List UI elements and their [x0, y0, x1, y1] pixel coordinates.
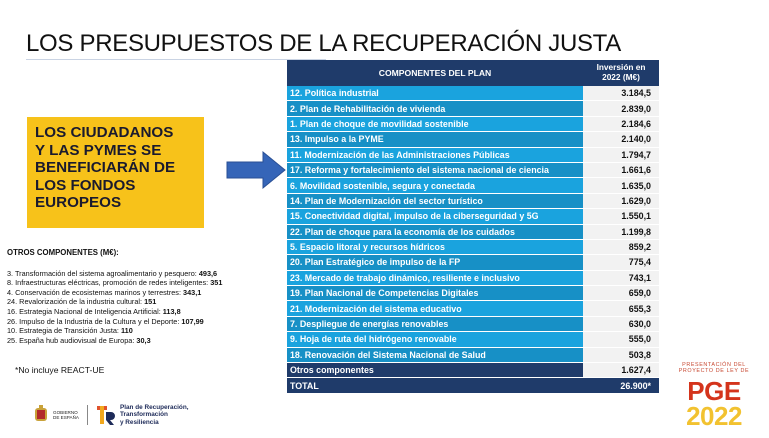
- callout-line: LOS FONDOS: [35, 176, 136, 194]
- table-row: 14. Plan de Modernización del sector tur…: [287, 193, 659, 210]
- column-header-investment: Inversión en 2022 (M€): [583, 60, 659, 86]
- table-row: 15. Conectividad digital, impulso de la …: [287, 208, 659, 225]
- coat-of-arms-icon: [35, 405, 47, 422]
- table-row: 13. Impulso a la PYME 2.140,0: [287, 131, 659, 148]
- table-row: 19. Plan Nacional de Competencias Digita…: [287, 285, 659, 302]
- table-row: 2. Plan de Rehabilitación de vivienda 2.8…: [287, 100, 659, 117]
- other-component-item: 16. Estrategia Nacional de Inteligencia …: [7, 306, 181, 316]
- plan-components-table: COMPONENTES DEL PLAN Inversión en 2022 (…: [287, 60, 659, 394]
- other-component-item: 4. Conservación de ecosistemas marinos y…: [7, 287, 202, 297]
- table-row: 21. Modernización del sistema educativo 6…: [287, 300, 659, 317]
- column-header-components: COMPONENTES DEL PLAN: [287, 60, 583, 86]
- table-row: 1. Plan de choque de movilidad sostenibl…: [287, 116, 659, 133]
- callout-box: LOS CIUDADANOS Y LAS PYMES SE BENEFICIAR…: [27, 117, 204, 228]
- pge-logo: PRESENTACIÓN DEL PROYECTO DE LEY DE PGE …: [671, 362, 757, 432]
- table-row: 22. Plan de choque para la economía de l…: [287, 224, 659, 240]
- table-row: 7. Despliegue de energías renovables 630,…: [287, 316, 659, 333]
- table-row: 9. Hoja de ruta del hidrógeno renovable 5…: [287, 331, 659, 348]
- government-label: GOBIERNO DE ESPAÑA: [53, 409, 79, 421]
- table-row: 20. Plan Estratégico de impulso de la FP…: [287, 254, 659, 271]
- footer-divider: [86, 405, 88, 426]
- table-row: 11. Modernización de las Administracione…: [287, 147, 659, 163]
- page-title: LOS PRESUPUESTOS DE LA RECUPERACIÓN JUST…: [26, 30, 621, 57]
- table-row: 12. Política industrial 3.184,5: [287, 86, 659, 102]
- table-row: 23. Mercado de trabajo dinámico, resilie…: [287, 270, 659, 287]
- other-component-item: 8. Infraestructuras eléctricas, promoció…: [7, 278, 223, 288]
- recovery-plan-icon: [96, 406, 115, 426]
- table-row-others: Otros componentes 1.627,4: [287, 362, 659, 379]
- callout-line: BENEFICIARÁN DE: [35, 159, 176, 177]
- pge-year: 2022: [686, 401, 742, 432]
- other-component-item: 10. Estrategia de Transición Justa: 110: [7, 326, 133, 336]
- other-component-item: 24. Revalorización de la industria cultu…: [7, 297, 157, 307]
- footnote: *No incluye REACT-UE: [15, 365, 105, 375]
- pge-word: PGE: [687, 376, 741, 407]
- table-row-total: TOTAL 26.900*: [287, 377, 659, 394]
- callout-line: LOS CIUDADANOS: [35, 124, 174, 141]
- footer-logos: GOBIERNO DE ESPAÑA Plan de Recuperación,…: [33, 404, 189, 426]
- arrow-right-icon: [226, 150, 286, 190]
- other-components: OTROS COMPONENTES (M€): 3. Transformació…: [7, 248, 277, 345]
- other-components-title: OTROS COMPONENTES (M€):: [7, 248, 119, 257]
- table-row: 6. Movilidad sostenible, segura y conect…: [287, 177, 659, 194]
- title-divider: [26, 59, 326, 60]
- recovery-plan-logo: Plan de Recuperación, Transformación y R…: [96, 404, 189, 426]
- other-component-item: 26. Impulso de la Industria de la Cultur…: [7, 316, 204, 326]
- pge-caption: PRESENTACIÓN DEL PROYECTO DE LEY DE: [678, 362, 750, 375]
- table-row: 17. Reforma y fortalecimiento del sistem…: [287, 162, 659, 179]
- callout-line: Y LAS PYMES SE: [35, 141, 162, 159]
- other-component-item: 3. Transformación del sistema agroalimen…: [7, 268, 218, 278]
- table-row: 5. Espacio litoral y recursos hídricos 85…: [287, 239, 659, 256]
- callout-line: EUROPEOS: [35, 194, 122, 212]
- table-row: 18. Renovación del Sistema Nacional de S…: [287, 347, 659, 364]
- other-component-item: 25. España hub audiovisual de Europa: 30…: [7, 335, 151, 345]
